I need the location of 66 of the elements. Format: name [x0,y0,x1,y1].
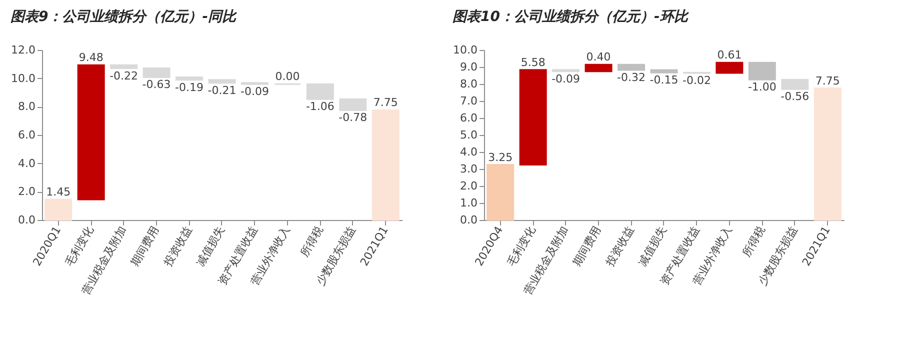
bar [618,64,646,71]
x-tick-label: 期间费用 [128,224,162,269]
data-label: -0.09 [552,72,580,86]
bar [372,109,400,221]
data-label: 0.61 [717,48,742,62]
bar [650,69,678,74]
bar [339,98,367,111]
data-label: -0.63 [142,78,171,92]
bar [110,64,138,70]
bar [44,198,72,221]
data-label: -0.32 [617,71,646,84]
bar [486,164,514,221]
data-label: -0.22 [110,69,138,82]
x-tick-label: 投资收益 [160,224,194,270]
y-tick-label: 4.0 [18,156,36,170]
data-label: 9.48 [78,51,104,64]
bar [176,76,204,81]
y-tick-label: 7.0 [460,94,478,108]
chart-title: 图表10：公司业绩拆分（亿元）-环比 [452,9,690,25]
data-label: 0.00 [275,70,300,84]
data-label: 0.40 [586,50,611,64]
data-label: -0.78 [338,111,368,124]
bar [748,62,776,80]
data-label: 7.75 [373,96,398,110]
y-tick-label: 1.0 [460,196,478,210]
y-tick-label: 2.0 [460,180,478,192]
data-label: 3.25 [488,150,513,164]
bar [716,62,744,74]
y-tick-label: 12.0 [11,44,36,56]
x-tick-label: 投资收益 [602,224,636,270]
bar [306,83,334,100]
y-tick-label: 10.0 [11,72,36,85]
y-tick-label: 6.0 [18,128,36,142]
bar [519,69,547,166]
x-tick-label: 所得税 [298,224,326,260]
y-tick-label: 0.0 [460,214,478,226]
bar [781,78,809,90]
data-label: -0.56 [780,90,810,104]
y-tick-label: 5.0 [460,128,478,142]
y-tick-label: 6.0 [460,112,478,124]
y-tick-label: 8.0 [18,100,36,114]
y-tick-label: 3.0 [460,162,478,176]
data-label: 7.75 [815,74,840,88]
y-tick-label: 0.0 [18,214,36,226]
data-label: 5.58 [520,56,546,69]
bar [584,64,612,72]
data-label: -1.06 [306,100,334,114]
data-label: -1.00 [748,80,776,94]
data-label: 1.45 [46,185,71,198]
x-tick-label: 所得税 [740,224,768,260]
bar [814,88,842,221]
data-label: -0.09 [240,85,269,98]
data-label: -0.02 [682,74,711,87]
data-label: -0.21 [208,84,236,97]
y-tick-label: 8.0 [460,78,478,90]
y-tick-label: 2.0 [18,185,36,198]
y-tick-label: 9.0 [460,60,478,74]
y-tick-label: 10.0 [453,44,478,56]
x-tick-label: 期间费用 [570,224,604,269]
bar [208,79,236,84]
y-tick-label: 4.0 [460,146,478,158]
bar [142,68,170,78]
chart-title: 图表9：公司业绩拆分（亿元）-同比 [10,9,238,25]
data-label: -0.15 [650,74,678,87]
bar [77,64,105,200]
data-label: -0.19 [175,80,204,94]
